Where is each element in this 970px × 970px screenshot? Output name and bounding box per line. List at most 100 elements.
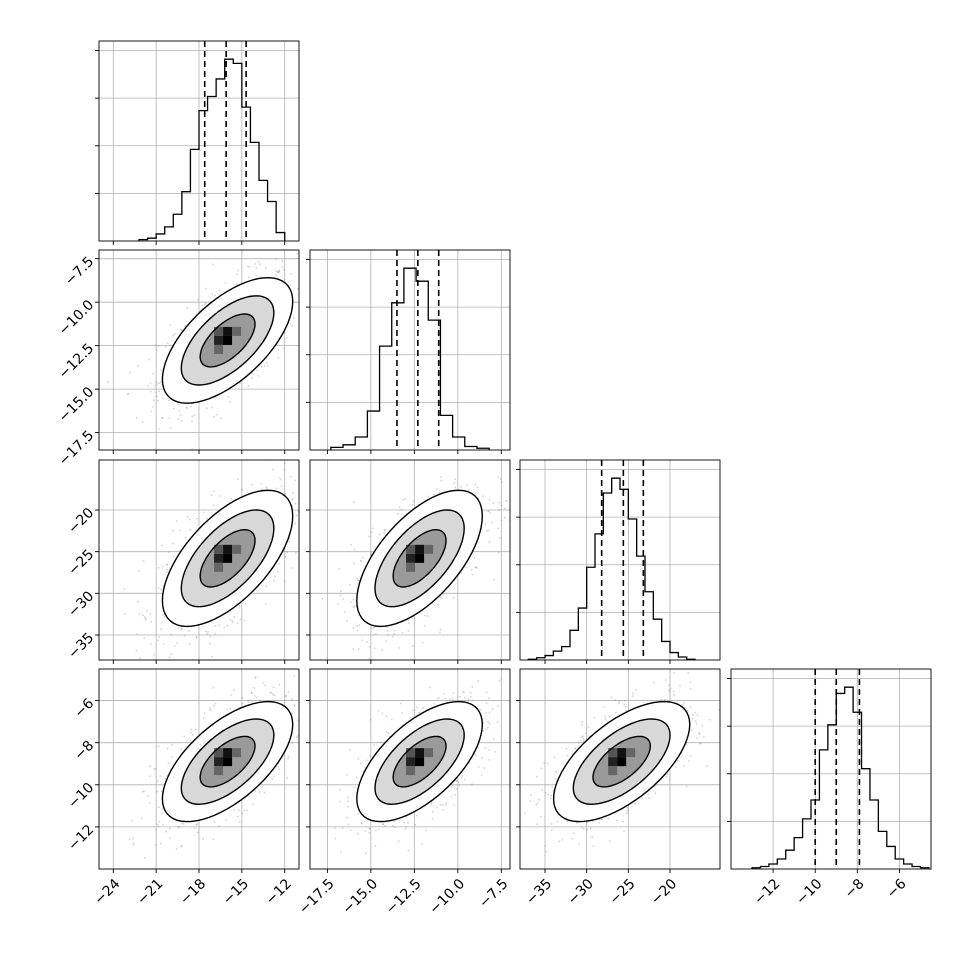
sample-point: [488, 498, 491, 501]
sample-point: [361, 556, 364, 559]
sample-point: [451, 784, 454, 787]
density-cell: [424, 748, 434, 758]
sample-point: [205, 517, 208, 520]
sample-point: [500, 478, 502, 481]
sample-point: [218, 289, 221, 292]
density-cell: [223, 553, 233, 563]
sample-point: [668, 689, 670, 692]
sample-point: [435, 806, 438, 809]
sample-point: [306, 750, 308, 752]
sample-point: [425, 829, 428, 832]
sample-point: [169, 837, 172, 840]
sample-point: [191, 734, 194, 737]
density-cell: [223, 326, 233, 336]
sample-point: [247, 699, 249, 702]
sample-point: [385, 640, 388, 643]
sample-point: [291, 498, 294, 501]
sample-point: [439, 476, 442, 478]
density-cell: [214, 344, 224, 354]
sample-point: [586, 828, 589, 831]
sample-point: [416, 814, 418, 817]
sample-point: [414, 823, 417, 826]
sample-point: [181, 844, 184, 847]
sample-point: [281, 266, 284, 269]
sample-point: [441, 804, 444, 807]
sample-point: [154, 768, 157, 771]
sample-point: [384, 825, 387, 827]
sample-point: [471, 699, 474, 702]
sample-point: [254, 695, 256, 697]
sample-point: [352, 606, 355, 609]
sample-point: [482, 495, 485, 498]
sample-point: [360, 560, 363, 563]
sample-point: [357, 580, 360, 582]
sample-point: [160, 380, 162, 383]
sample-point: [387, 732, 390, 735]
sample-point: [326, 656, 329, 659]
sample-point: [341, 827, 344, 830]
sample-point: [178, 826, 181, 829]
sample-point: [365, 852, 367, 855]
sample-point: [201, 304, 203, 307]
histogram-step-2: [527, 477, 696, 660]
sample-point: [266, 362, 268, 364]
sample-point: [158, 428, 161, 431]
sample-point: [218, 624, 221, 627]
sample-point: [175, 520, 178, 523]
sample-point: [278, 768, 281, 771]
sample-point: [157, 344, 160, 347]
sample-point: [290, 698, 293, 701]
sample-point: [176, 642, 179, 645]
sample-point: [349, 583, 351, 586]
sample-point: [170, 653, 173, 655]
sample-point: [189, 405, 192, 408]
sample-point: [218, 825, 221, 827]
sample-point: [512, 507, 514, 509]
sample-point: [284, 555, 287, 558]
sample-point: [454, 478, 457, 481]
sample-point: [404, 828, 407, 831]
sample-point: [213, 294, 216, 297]
sample-point: [497, 527, 500, 530]
sample-point: [654, 792, 657, 794]
scatter-panel-2-1: [306, 459, 514, 664]
sample-point: [213, 821, 216, 823]
sample-point: [476, 566, 478, 569]
sample-point: [254, 263, 257, 265]
sample-point: [262, 682, 264, 684]
sample-point: [301, 526, 303, 528]
sample-point: [382, 823, 385, 825]
sample-point: [140, 817, 143, 820]
sample-point: [238, 606, 241, 609]
sample-point: [608, 715, 611, 718]
sample-point: [142, 560, 145, 563]
sample-point: [497, 475, 500, 478]
sample-point: [347, 823, 350, 826]
sample-point: [123, 612, 126, 615]
sample-point: [173, 555, 175, 558]
sample-point: [307, 681, 309, 683]
sample-point: [147, 795, 150, 797]
sample-point: [679, 684, 681, 687]
sample-point: [270, 691, 273, 693]
sample-point: [291, 742, 293, 744]
sample-point: [209, 709, 212, 712]
sample-point: [487, 529, 489, 532]
sample-point: [278, 270, 281, 273]
sample-point: [364, 766, 367, 769]
sample-point: [500, 504, 503, 507]
hist-panel-1: [306, 249, 511, 454]
sample-point: [320, 335, 322, 337]
sample-point: [255, 696, 258, 699]
sample-point: [501, 481, 504, 484]
sample-point: [346, 773, 348, 776]
panel-frame: [309, 249, 511, 451]
sample-point: [385, 715, 388, 717]
sample-point: [231, 619, 233, 622]
sample-point: [169, 324, 172, 326]
sample-point: [470, 696, 472, 698]
sample-point: [168, 399, 170, 402]
sample-point: [400, 712, 403, 714]
sample-point: [349, 829, 352, 832]
sample-point: [171, 529, 174, 532]
